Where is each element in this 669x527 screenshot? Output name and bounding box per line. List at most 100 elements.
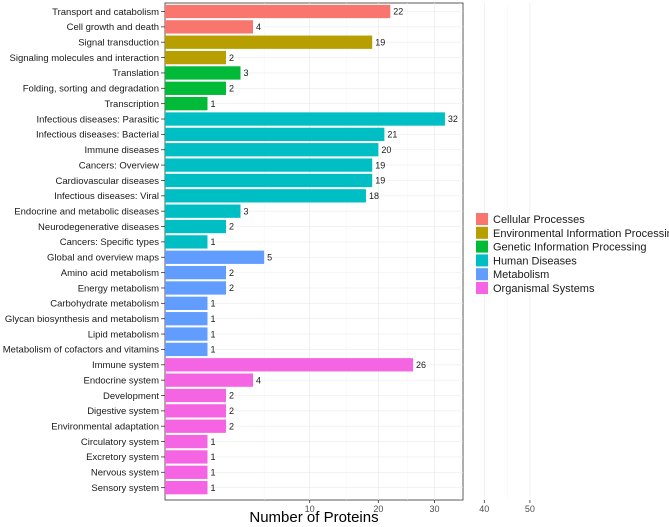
x-axis: 10 20 30 40 50 (305, 500, 535, 514)
bar-value-label: 1 (211, 299, 216, 309)
legend-label: Metabolism (493, 269, 549, 281)
x-tick-label: 10 (305, 504, 315, 514)
bar (165, 158, 373, 172)
category-label: Immune system (92, 360, 159, 371)
bar (165, 219, 226, 234)
category-label: Cancers: Overview (79, 160, 159, 171)
bar (165, 250, 265, 264)
bar (165, 20, 253, 34)
bar (165, 358, 414, 372)
bar (165, 97, 208, 111)
bar-value-label: 2 (229, 283, 234, 293)
legend-key (476, 282, 488, 294)
legend: Cellular Processes Environmental Informat… (476, 213, 669, 295)
bar-value-label: 1 (211, 483, 216, 493)
category-label: Transcription (104, 99, 159, 110)
bar-value-label: 20 (381, 145, 391, 155)
bar (165, 265, 226, 280)
category-label: Endocrine and metabolic diseases (14, 206, 159, 217)
category-label: Endocrine system (83, 375, 159, 386)
bar-value-label: 22 (393, 7, 403, 17)
category-label: Glycan biosynthesis and metabolism (5, 314, 159, 325)
category-label: Infectious diseases: Bacterial (36, 130, 159, 141)
category-label: Lipid metabolism (88, 329, 159, 340)
legend-label: Environmental Information Processing (493, 228, 669, 240)
category-label: Environmental adaptation (51, 422, 159, 433)
bar (165, 419, 226, 433)
category-label: Sensory system (91, 483, 159, 494)
bar (165, 50, 226, 65)
category-label: Global and overview maps (47, 253, 159, 264)
bar (165, 4, 391, 19)
bar (165, 327, 208, 341)
bar (165, 434, 208, 449)
legend-key (476, 268, 488, 281)
bar-value-label: 1 (211, 329, 216, 339)
bar-value-label: 1 (211, 237, 216, 247)
bar (165, 235, 208, 249)
legend-key (476, 254, 488, 267)
bar (165, 373, 253, 387)
bar-value-label: 1 (211, 345, 216, 355)
bar-value-label: 2 (229, 222, 234, 232)
bar (165, 465, 208, 479)
bar (165, 143, 379, 157)
bar-value-label: 19 (375, 176, 385, 186)
bar (165, 35, 373, 49)
x-tick-label: 40 (479, 504, 489, 514)
x-tick-label: 50 (525, 504, 535, 514)
bar (165, 112, 445, 126)
category-label: Folding, sorting and degradation (23, 84, 159, 95)
category-label: Signal transduction (78, 38, 159, 49)
bar-value-label: 1 (211, 452, 216, 462)
category-label: Excretory system (86, 452, 159, 463)
bar-value-label: 3 (244, 206, 249, 216)
bar (165, 173, 373, 188)
category-label: Nervous system (91, 468, 159, 479)
bar-value-label: 26 (416, 360, 426, 370)
bar-value-label: 1 (211, 468, 216, 478)
bar (165, 127, 385, 142)
bar-value-label: 18 (369, 191, 379, 201)
category-label: Circulatory system (81, 437, 159, 448)
bar (165, 204, 241, 218)
bar-value-label: 2 (229, 406, 234, 416)
bar (165, 342, 208, 357)
category-label: Cell growth and death (67, 22, 159, 33)
category-label: Amino acid metabolism (61, 268, 159, 279)
category-label: Signaling molecules and interaction (10, 53, 159, 64)
bar-value-label: 1 (211, 437, 216, 447)
category-label: Development (103, 391, 159, 402)
legend-label: Human Diseases (493, 255, 577, 267)
category-label: Energy metabolism (78, 283, 159, 294)
category-label: Neurodegenerative diseases (38, 222, 159, 233)
legend-key (476, 213, 488, 225)
category-label: Translation (112, 68, 159, 79)
category-label: Cardiovascular diseases (56, 176, 160, 187)
bar-value-label: 2 (229, 391, 234, 401)
category-label: Carbohydrate metabolism (50, 299, 159, 310)
legend-key (476, 226, 488, 239)
bar (165, 281, 226, 295)
bar-value-label: 5 (267, 252, 272, 262)
category-label: Immune diseases (85, 145, 160, 156)
x-tick-label: 20 (373, 504, 383, 514)
category-label: Transport and catabolism (52, 7, 159, 18)
bar-value-label: 3 (244, 68, 249, 78)
x-axis-title: Number of Proteins (249, 509, 378, 526)
bar-value-label: 2 (229, 421, 234, 431)
bar-value-label: 19 (375, 160, 385, 170)
bar-value-label: 4 (256, 22, 261, 32)
bar-value-label: 4 (256, 375, 261, 385)
bar (165, 296, 208, 310)
category-label: Cancers: Specific types (60, 237, 160, 248)
x-tick-label: 30 (430, 504, 440, 514)
category-labels: Transport and catabolism Cell growth and … (3, 7, 165, 494)
bar-value-label: 1 (211, 99, 216, 109)
bar-value-label: 2 (229, 84, 234, 94)
legend-key (476, 240, 488, 253)
bars: 2241923213221201919183215221111264222111… (165, 4, 458, 495)
category-label: Digestive system (87, 406, 159, 417)
legend-label: Cellular Processes (493, 214, 585, 226)
